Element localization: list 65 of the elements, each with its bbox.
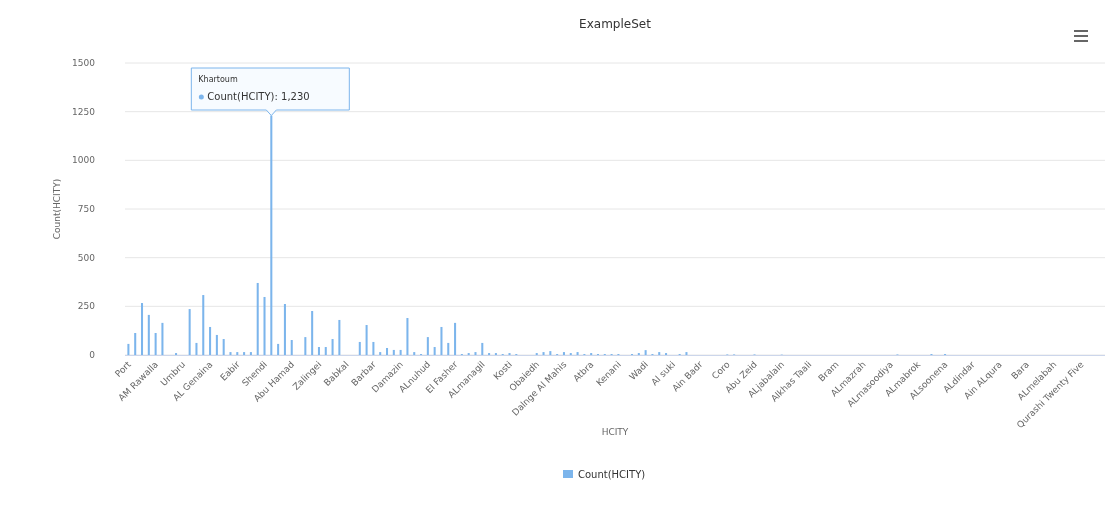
bar [644, 350, 647, 355]
bar [338, 319, 341, 355]
y-tick-label: 1000 [72, 155, 96, 166]
x-tick-label: Port [113, 359, 134, 380]
bar [229, 352, 232, 355]
bar [188, 309, 191, 355]
chart-title: ExampleSet [579, 17, 652, 31]
y-tick-label: 1500 [72, 58, 96, 68]
bar [549, 351, 552, 355]
bar [413, 352, 416, 355]
bar [576, 352, 579, 355]
bar [304, 337, 307, 355]
bar [372, 341, 375, 355]
bar [249, 352, 252, 355]
bar [324, 347, 327, 355]
bar [127, 343, 130, 355]
bar [385, 347, 389, 355]
bar [685, 352, 688, 355]
bar [283, 304, 286, 355]
bar [658, 352, 661, 355]
bar [209, 326, 212, 355]
bar [317, 347, 320, 355]
bar [474, 352, 477, 355]
bar [542, 352, 545, 355]
y-tick-label: 1250 [72, 106, 96, 117]
bar [147, 314, 150, 355]
bar [447, 342, 450, 355]
bar [358, 341, 361, 355]
bar [154, 333, 157, 355]
y-tick-label: 0 [89, 350, 96, 360]
bar [277, 343, 280, 355]
bar [365, 325, 368, 355]
y-axis-title: Count(HCITY) [52, 178, 62, 240]
y-tick-label: 750 [77, 204, 96, 214]
bar [433, 347, 436, 355]
bar [392, 349, 395, 355]
annotation: Khartoum [198, 75, 238, 84]
bar [379, 352, 382, 355]
bar [140, 303, 144, 355]
bar [406, 318, 409, 355]
bar [202, 295, 205, 355]
bar [331, 339, 334, 355]
bar [454, 322, 457, 355]
bar [134, 333, 137, 355]
bar [562, 352, 565, 355]
annotation: Count(HCITY): 1,230 [207, 91, 310, 102]
bar [256, 282, 259, 355]
y-tick-label: 500 [77, 252, 96, 263]
bar [290, 340, 293, 355]
bar [481, 342, 484, 355]
bar [263, 296, 266, 355]
bar [311, 311, 314, 355]
bar [236, 352, 239, 355]
bar [399, 349, 402, 355]
bar [195, 342, 198, 355]
x-axis-title: HCITY [601, 427, 629, 437]
bar [270, 115, 273, 355]
bar [215, 334, 218, 355]
bar [222, 339, 225, 355]
bar [440, 326, 443, 355]
bar [161, 322, 164, 355]
y-tick-label: 250 [77, 301, 96, 312]
bar [426, 337, 429, 355]
bar [243, 352, 246, 355]
legend-label: Count(HCITY) [578, 469, 646, 480]
